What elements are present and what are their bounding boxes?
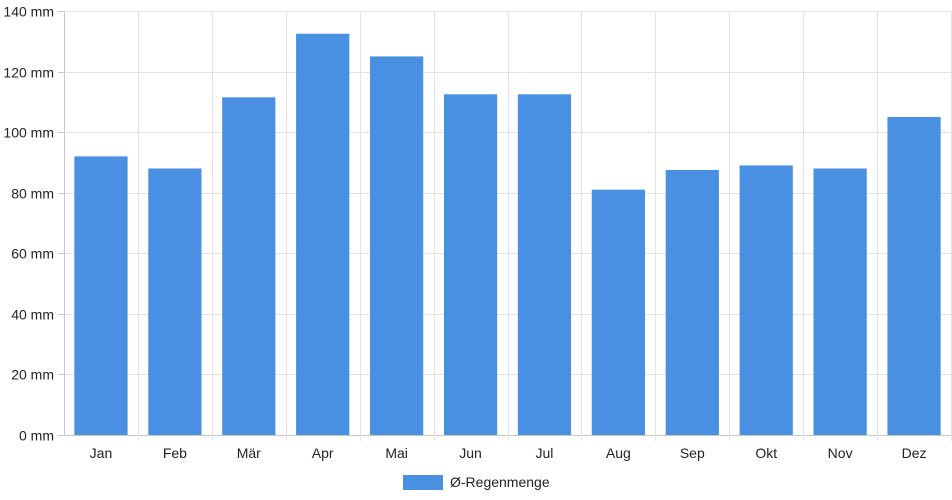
x-tick-label: Aug [606, 445, 631, 461]
bar[interactable] [517, 94, 572, 436]
y-tick-label: 0 mm [19, 428, 54, 444]
x-tick-label: Jun [459, 445, 482, 461]
x-tick-label: Jul [536, 445, 554, 461]
bar[interactable] [591, 189, 645, 435]
y-tick-label: 20 mm [11, 367, 54, 383]
y-tick-label: 140 mm [3, 4, 54, 20]
x-tick-label: Mai [385, 445, 408, 461]
x-tick-label: Okt [755, 445, 777, 461]
x-tick-label: Nov [828, 445, 853, 461]
bar[interactable] [370, 56, 424, 436]
x-tick-label: Mär [237, 445, 261, 461]
bar[interactable] [813, 168, 867, 435]
bar[interactable] [296, 33, 350, 435]
bar[interactable] [887, 117, 941, 435]
bar[interactable] [74, 156, 128, 435]
grid-layer [64, 11, 952, 441]
legend-swatch[interactable] [403, 475, 443, 490]
y-tick-label: 80 mm [11, 186, 54, 202]
bar-layer [74, 33, 941, 436]
x-tick-label: Apr [312, 445, 334, 461]
bar[interactable] [443, 94, 498, 436]
y-tick-label: 40 mm [11, 307, 54, 323]
legend[interactable]: Ø-Regenmenge [403, 474, 550, 490]
x-tick-label: Jan [90, 445, 113, 461]
bar[interactable] [665, 170, 719, 435]
x-tick-label: Feb [163, 445, 187, 461]
x-tick-label: Sep [680, 445, 705, 461]
x-tick-label: Dez [902, 445, 927, 461]
y-tick-label: 120 mm [3, 65, 54, 81]
y-tick-label: 60 mm [11, 246, 54, 262]
y-tick-label: 100 mm [3, 125, 54, 141]
legend-label[interactable]: Ø-Regenmenge [450, 474, 550, 490]
bar[interactable] [739, 165, 793, 435]
bar[interactable] [222, 97, 276, 436]
bar[interactable] [148, 168, 202, 435]
axis-layer: 0 mm 20 mm 40 mm 60 mm 80 mm 100 mm 120 mm 140 … [3, 4, 926, 462]
